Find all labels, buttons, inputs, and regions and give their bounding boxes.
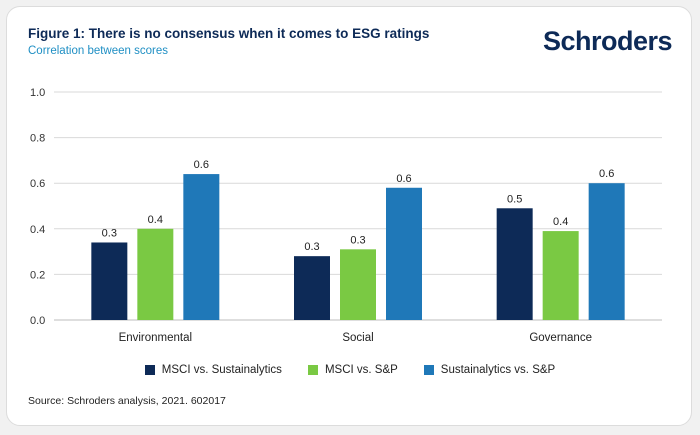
bar bbox=[91, 242, 128, 320]
data-label: 0.6 bbox=[599, 168, 614, 180]
legend-label: MSCI vs. Sustainalytics bbox=[161, 364, 282, 376]
data-label: 0.3 bbox=[102, 227, 117, 239]
chart-title: Figure 1: There is no consensus when it … bbox=[28, 26, 430, 41]
y-tick-label: 0.8 bbox=[30, 133, 45, 145]
y-tick-label: 0.0 bbox=[30, 315, 45, 327]
legend-label: MSCI vs. S&P bbox=[324, 364, 398, 376]
bar bbox=[588, 183, 625, 320]
x-tick-label: Social bbox=[342, 332, 373, 344]
legend-swatch bbox=[423, 365, 434, 375]
bar bbox=[183, 174, 220, 320]
data-label: 0.5 bbox=[507, 193, 522, 205]
legend-item-sustainalytics-sp: Sustainalytics vs. S&P bbox=[423, 364, 556, 376]
bar bbox=[542, 231, 579, 320]
data-label: 0.6 bbox=[396, 173, 411, 185]
brand-logo: Schroders bbox=[542, 26, 673, 56]
bar-chart: 0.0 0.2 0.4 0.6 0.8 1.0 0.3 0.4 0.6 Environmental… bbox=[30, 87, 662, 344]
data-label: 0.3 bbox=[304, 241, 319, 253]
y-tick-label: 0.4 bbox=[30, 224, 45, 236]
y-tick-label: 1.0 bbox=[30, 87, 45, 99]
legend-swatch bbox=[307, 365, 318, 375]
legend-swatch bbox=[144, 365, 155, 375]
data-label: 0.3 bbox=[350, 234, 365, 246]
legend-label: Sustainalytics vs. S&P bbox=[440, 364, 556, 376]
legend: MSCI vs. Sustainalytics MSCI vs. S&P Sus… bbox=[0, 364, 700, 376]
bar bbox=[496, 208, 533, 320]
y-tick-label: 0.2 bbox=[30, 269, 45, 281]
legend-item-msci-sp: MSCI vs. S&P bbox=[307, 364, 398, 376]
data-label: 0.4 bbox=[148, 214, 163, 226]
y-tick-label: 0.6 bbox=[30, 178, 45, 190]
data-label: 0.6 bbox=[194, 159, 209, 171]
bar bbox=[137, 228, 174, 320]
x-tick-label: Environmental bbox=[119, 332, 193, 344]
legend-item-msci-sustainalytics: MSCI vs. Sustainalytics bbox=[144, 364, 282, 376]
chart-card bbox=[6, 6, 692, 426]
chart-subtitle: Correlation between scores bbox=[28, 45, 168, 57]
bar bbox=[386, 187, 422, 320]
bar bbox=[294, 256, 330, 320]
bar bbox=[340, 249, 376, 320]
source-note: Source: Schroders analysis, 2021. 602017 bbox=[28, 395, 226, 407]
data-label: 0.4 bbox=[553, 216, 568, 228]
x-tick-label: Governance bbox=[529, 332, 592, 344]
